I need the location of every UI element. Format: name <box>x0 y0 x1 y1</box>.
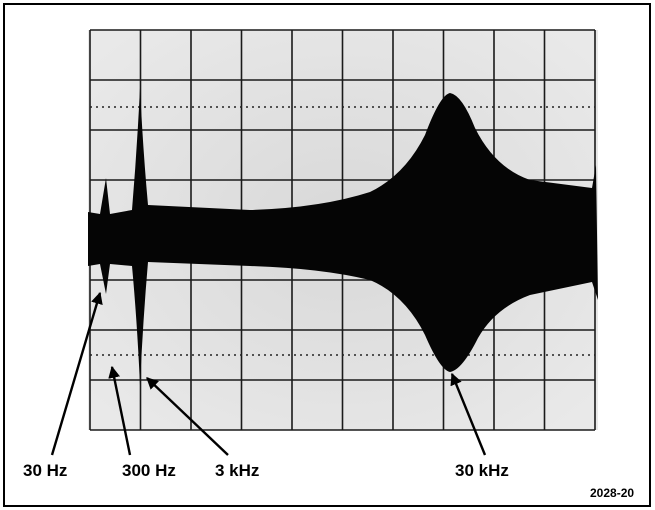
figure: 30 Hz 300 Hz 3 kHz 30 kHz 2028-20 <box>0 0 655 510</box>
figure-id: 2028-20 <box>590 486 634 500</box>
label: 3 kHz <box>215 461 259 480</box>
label: 300 Hz <box>122 461 176 480</box>
label: 30 kHz <box>455 461 509 480</box>
label: 30 Hz <box>23 461 67 480</box>
